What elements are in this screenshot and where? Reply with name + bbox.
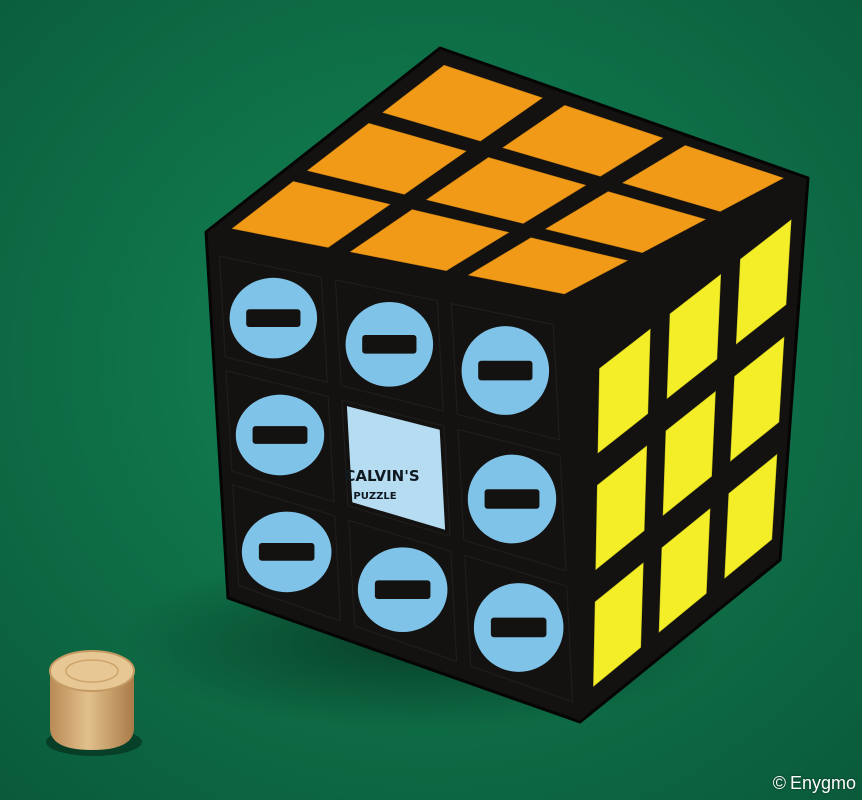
minus-bar <box>374 580 431 599</box>
orange-sticker <box>349 208 510 272</box>
logo-line2: PUZZLE <box>353 491 396 502</box>
credit-text: Enygmo <box>789 773 856 793</box>
yellow-sticker <box>592 561 645 688</box>
logo-tile-text: CALVIN'S PUZZLE <box>344 467 419 502</box>
logo-tile <box>346 406 446 530</box>
minus-bar <box>362 335 417 354</box>
yellow-sticker <box>658 507 711 634</box>
copyright-symbol: © <box>772 773 786 793</box>
right-face <box>592 218 792 688</box>
front-face <box>218 255 574 703</box>
wooden-peg <box>46 650 142 756</box>
yellow-sticker <box>597 328 652 455</box>
minus-bar <box>478 360 533 381</box>
orange-sticker <box>544 190 707 254</box>
orange-sticker <box>230 180 392 249</box>
yellow-sticker <box>662 390 717 517</box>
orange-sticker <box>381 64 544 142</box>
minus-bar <box>252 426 308 444</box>
photo-credit: © Enygmo <box>773 773 856 794</box>
yellow-sticker <box>666 273 722 400</box>
puzzle-cube <box>204 46 810 724</box>
top-face <box>230 64 785 295</box>
minus-bar <box>258 543 315 561</box>
yellow-sticker <box>729 336 785 463</box>
orange-sticker <box>425 156 587 225</box>
minus-bar <box>490 617 547 638</box>
minus-bar <box>246 309 301 327</box>
yellow-sticker <box>735 218 792 346</box>
logo-line1: CALVIN'S <box>344 467 419 485</box>
minus-bar <box>484 489 540 509</box>
yellow-sticker <box>723 453 778 580</box>
orange-sticker <box>467 236 629 295</box>
orange-sticker <box>501 104 664 178</box>
orange-sticker <box>621 144 785 213</box>
yellow-sticker <box>594 444 648 571</box>
orange-sticker <box>306 122 468 196</box>
